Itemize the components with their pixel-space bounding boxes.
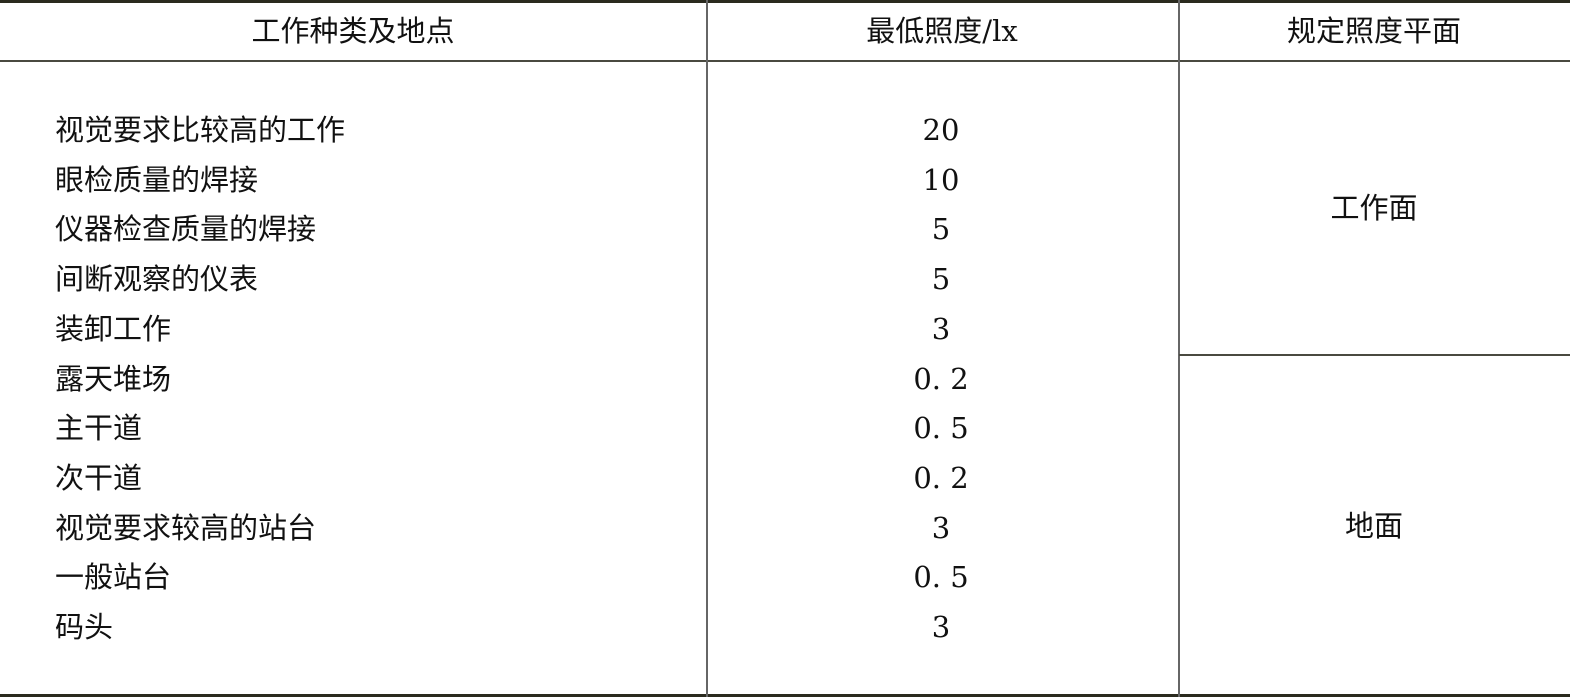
- plane-ground: 地面: [1344, 509, 1404, 543]
- row-lux: 3: [931, 510, 951, 545]
- row-lux: 5: [931, 262, 951, 297]
- header-min-illuminance: 最低照度/lx: [866, 14, 1018, 48]
- plane-divider: [1179, 354, 1570, 356]
- row-item: 主干道: [55, 411, 143, 446]
- row-lux: 3: [931, 311, 951, 346]
- bottom-border: [0, 694, 1570, 697]
- row-item: 视觉要求较高的站台: [55, 510, 317, 545]
- row-item: 装卸工作: [55, 311, 172, 346]
- column-divider-1: [706, 0, 708, 697]
- row-lux: 0. 5: [913, 411, 969, 446]
- row-item: 露天堆场: [55, 361, 172, 396]
- plane-work-surface: 工作面: [1330, 191, 1418, 225]
- row-lux: 0. 2: [913, 460, 969, 495]
- row-lux: 0. 5: [913, 560, 969, 595]
- row-item: 眼检质量的焊接: [55, 162, 259, 197]
- row-lux: 3: [931, 610, 951, 644]
- row-lux: 20: [922, 113, 960, 147]
- row-lux: 0. 2: [913, 361, 969, 396]
- row-item: 仪器检查质量的焊接: [55, 212, 317, 247]
- row-item: 一般站台: [55, 560, 172, 595]
- row-item: 间断观察的仪表: [55, 262, 259, 297]
- row-item: 次干道: [55, 460, 143, 495]
- row-lux: 5: [931, 212, 951, 247]
- row-item: 码头: [55, 610, 114, 644]
- row-item: 视觉要求比较高的工作: [55, 113, 346, 147]
- row-lux: 10: [922, 162, 960, 197]
- column-divider-2: [1178, 0, 1180, 697]
- header-plane: 规定照度平面: [1286, 14, 1462, 48]
- header-divider: [0, 60, 1570, 62]
- top-border: [0, 0, 1570, 3]
- header-work-type: 工作种类及地点: [251, 14, 455, 48]
